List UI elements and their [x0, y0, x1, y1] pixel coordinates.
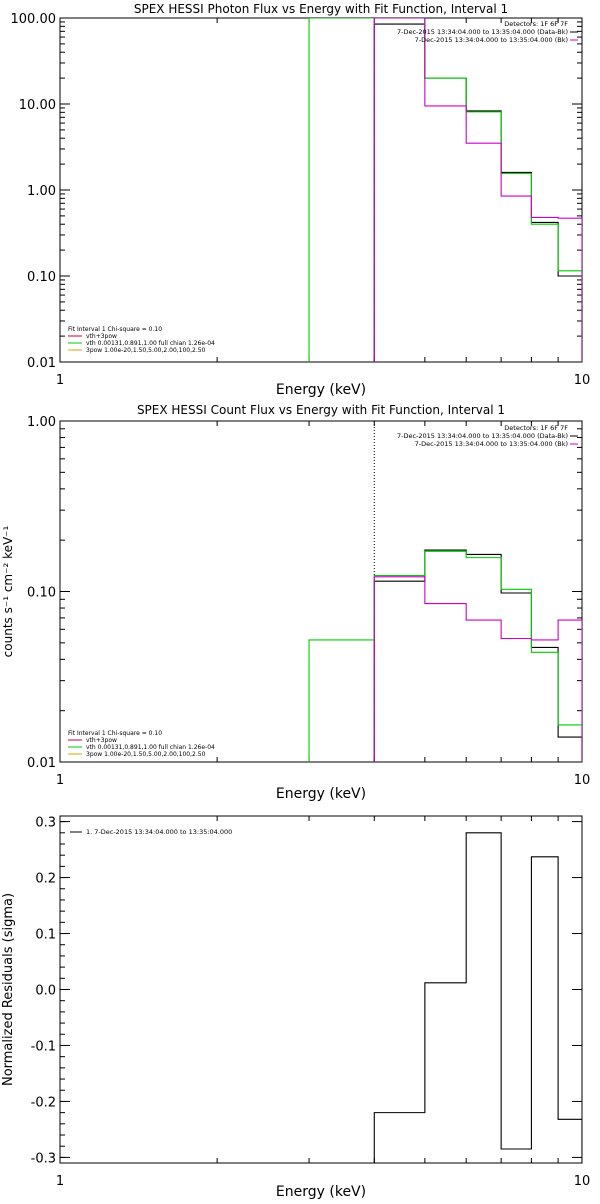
series-magenta: [373, 576, 582, 762]
x-tick-label: 10: [574, 1174, 591, 1189]
legend-top: Detectors: 1F 6F 7F7-Dec-2015 13:34:04.0…: [397, 20, 578, 44]
legend-bottom-text: 3pow 1.00e-20,1.50,5.00,2.00,100,2.50: [86, 347, 206, 354]
y-tick-label: 100.00: [11, 12, 57, 27]
legend-bottom: Fit Interval 1 Chi-square = 0.10vth+3pow…: [68, 326, 215, 354]
x-tick-label: 1: [56, 1174, 64, 1189]
y-tick-label: -0.1: [31, 1039, 56, 1054]
series-green: [308, 550, 582, 762]
legend-top-text: 7-Dec-2015 13:34:04.000 to 13:35:04.000 …: [397, 432, 568, 440]
x-axis-label: Energy (keV): [276, 382, 366, 398]
legend-bottom-text: vth+3pow: [86, 737, 117, 744]
legend-bottom-text: vth 0.00131,0.891,1.00 full chian 1.26e-…: [86, 744, 215, 751]
legend-bottom-text: Fit Interval 1 Chi-square = 0.10: [68, 730, 162, 737]
legend-top: 1. 7-Dec-2015 13:34:04.000 to 13:35:04.0…: [70, 828, 232, 836]
series-group: [373, 832, 582, 1163]
plot-frame: [59, 420, 583, 763]
y-tick-label: -0.2: [31, 1095, 56, 1110]
y-tick-label: 1.00: [27, 184, 56, 199]
y-axis-label: Normalized Residuals (sigma): [1, 893, 16, 1086]
y-tick-label: 0.1: [35, 928, 56, 943]
x-tick-label: 10: [574, 373, 591, 388]
series-group: [308, 18, 582, 362]
y-tick-label: 0.3: [35, 816, 56, 831]
series-green: [308, 18, 582, 362]
legend-bottom-text: vth+3pow: [86, 333, 117, 340]
plot-frame: [59, 815, 583, 1164]
y-tick-label: 0.10: [27, 270, 56, 285]
y-tick-label: 0.2: [35, 872, 56, 887]
y-tick-label: 10.00: [19, 98, 56, 113]
x-tick-label: 10: [574, 773, 591, 788]
y-tick-label: 0.01: [27, 356, 56, 371]
legend-top-text: Detectors: 1F 6F 7F: [504, 20, 568, 28]
legend-top-text: Detectors: 1F 6F 7F: [504, 424, 568, 432]
series-magenta: [373, 18, 582, 362]
y-tick-label: -0.3: [31, 1151, 56, 1166]
legend-top-text: 1. 7-Dec-2015 13:34:04.000 to 13:35:04.0…: [86, 828, 232, 836]
chart-panel-3: 1 10 Energy (keV) 0.3 0.2 0.1 0.0 -0.1 -0.2 -0.3 N…: [1, 815, 591, 1200]
legend-bottom-text: vth 0.00131,0.891,1.00 full chian 1.26e-…: [86, 340, 215, 347]
legend-bottom-text: Fit Interval 1 Chi-square = 0.10: [68, 326, 162, 333]
series-black: [373, 23, 582, 362]
plot-frame: [59, 17, 583, 363]
x-axis-label: Energy (keV): [276, 1184, 366, 1200]
series-group: [308, 549, 582, 762]
y-tick-label: 1.00: [27, 415, 56, 430]
legend-top-text: 7-Dec-2015 13:34:04.000 to 13:35:04.000 …: [415, 36, 568, 44]
chart-panel-2: SPEX HESSI Count Flux vs Energy with Fit…: [1, 403, 590, 802]
legend-bottom-text: 3pow 1.00e-20,1.50,5.00,2.00,100,2.50: [86, 751, 206, 758]
x-axis-label: Energy (keV): [276, 786, 366, 802]
chart-panel-1: SPEX HESSI Photon Flux vs Energy with Fi…: [11, 2, 591, 398]
legend-top-text: 7-Dec-2015 13:34:04.000 to 13:35:04.000 …: [415, 440, 568, 448]
series-black: [373, 832, 582, 1163]
legend-bottom: Fit Interval 1 Chi-square = 0.10vth+3pow…: [68, 730, 215, 758]
chart-title: SPEX HESSI Count Flux vs Energy with Fit…: [137, 403, 505, 417]
legend-top-text: 7-Dec-2015 13:34:04.000 to 13:35:04.000 …: [397, 28, 568, 36]
y-tick-label: 0.10: [27, 586, 56, 601]
x-tick-label: 1: [56, 773, 64, 788]
x-tick-label: 1: [56, 373, 64, 388]
series-black: [373, 549, 582, 762]
y-tick-label: 0.01: [27, 756, 56, 771]
legend-top: Detectors: 1F 6F 7F7-Dec-2015 13:34:04.0…: [397, 424, 578, 448]
y-tick-label: 0.0: [35, 984, 56, 999]
y-axis-label: counts s⁻¹ cm⁻² keV⁻¹: [1, 525, 15, 657]
chart-title: SPEX HESSI Photon Flux vs Energy with Fi…: [134, 2, 508, 16]
